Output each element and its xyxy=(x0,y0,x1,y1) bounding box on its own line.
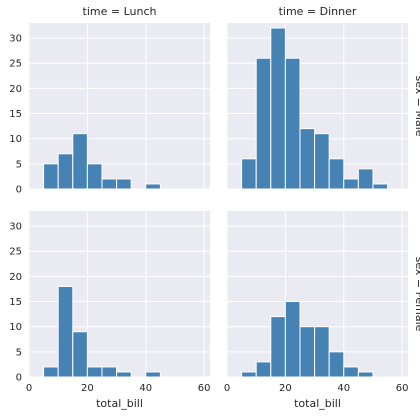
x-tick-label: 60 xyxy=(396,383,409,394)
histogram-bar xyxy=(314,326,330,378)
y-tick-label: 30 xyxy=(9,222,22,233)
histogram-bar xyxy=(116,371,132,378)
histogram-bar xyxy=(72,133,88,190)
histogram-bar xyxy=(343,178,359,190)
histogram-bar xyxy=(255,361,272,378)
histogram-bar xyxy=(270,27,286,190)
y-tick-label: 15 xyxy=(9,297,22,308)
histogram-bar xyxy=(101,178,118,190)
histogram-bar xyxy=(255,57,272,190)
histogram-bar xyxy=(116,178,132,190)
histogram-bar xyxy=(343,366,359,378)
facet-column-title: time = Dinner xyxy=(279,5,357,18)
x-tick-label: 40 xyxy=(139,383,152,394)
y-tick-label: 0 xyxy=(16,185,22,196)
histogram-bar xyxy=(328,158,345,190)
histogram-bar xyxy=(299,128,316,190)
histogram-bar xyxy=(57,285,74,378)
histogram-bar xyxy=(43,366,59,378)
histogram-bar xyxy=(284,301,301,378)
y-tick-label: 5 xyxy=(16,159,22,170)
histogram-bar xyxy=(357,168,374,190)
y-tick-label: 10 xyxy=(9,134,22,145)
histogram-bar xyxy=(241,371,257,378)
histogram-bar xyxy=(86,163,103,190)
histogram-bar xyxy=(299,326,316,378)
y-tick-label: 25 xyxy=(9,59,22,70)
histogram-bar xyxy=(357,371,374,378)
y-tick-label: 5 xyxy=(16,347,22,358)
histogram-bar xyxy=(284,57,301,190)
histogram-bar xyxy=(43,163,59,190)
x-tick-label: 40 xyxy=(337,383,350,394)
x-axis-label: total_bill xyxy=(294,397,341,410)
x-tick-label: 0 xyxy=(26,383,32,394)
facet-row-title: sex = Female xyxy=(413,257,420,332)
x-axis-label: total_bill xyxy=(96,397,143,410)
y-tick-label: 25 xyxy=(9,247,22,258)
y-tick-label: 10 xyxy=(9,322,22,333)
histogram-bar xyxy=(86,366,103,378)
histogram-bar xyxy=(372,183,389,190)
y-tick-label: 15 xyxy=(9,109,22,120)
histogram-bar xyxy=(314,133,330,190)
histogram-bar xyxy=(145,183,161,190)
x-tick-label: 20 xyxy=(81,383,94,394)
histogram-bar xyxy=(145,371,161,378)
histogram-bar xyxy=(57,153,74,190)
facet-column-title: time = Lunch xyxy=(83,5,157,18)
histogram-bar xyxy=(241,158,257,190)
histogram-bar xyxy=(101,366,118,378)
histogram-bar xyxy=(270,316,286,378)
y-tick-label: 20 xyxy=(9,84,22,95)
x-tick-label: 0 xyxy=(224,383,230,394)
histogram-bar xyxy=(72,331,88,378)
y-tick-label: 20 xyxy=(9,272,22,283)
x-tick-label: 20 xyxy=(279,383,292,394)
y-tick-label: 0 xyxy=(16,373,22,384)
facet-row-title: sex = Male xyxy=(413,75,420,136)
y-tick-label: 30 xyxy=(9,34,22,45)
x-tick-label: 60 xyxy=(198,383,211,394)
histogram-bar xyxy=(328,351,345,378)
